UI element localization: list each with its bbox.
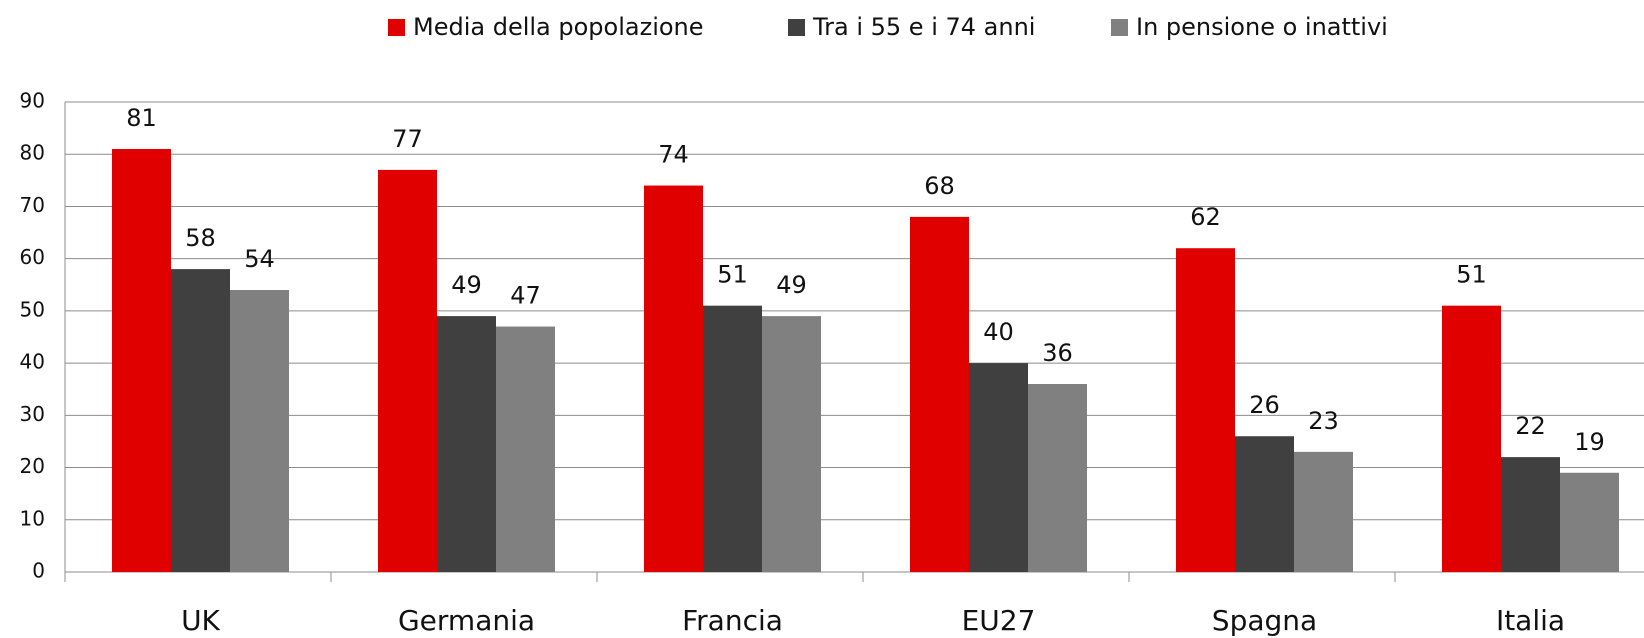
value-label: 40	[983, 318, 1014, 346]
value-label: 81	[126, 104, 157, 132]
bar	[1294, 451, 1353, 572]
y-tick-label: 90	[20, 89, 45, 113]
legend-swatch	[788, 19, 805, 36]
bar	[762, 316, 821, 572]
y-tick-label: 80	[20, 141, 45, 165]
bar	[1501, 457, 1560, 572]
value-label: 68	[924, 172, 955, 200]
legend-swatch	[388, 19, 405, 36]
x-tick-label: Spagna	[1212, 604, 1317, 637]
bar	[437, 316, 496, 572]
value-label: 74	[658, 141, 689, 169]
bar	[171, 269, 230, 572]
legend-label: Media della popolazione	[413, 13, 704, 41]
legend-swatch	[1111, 19, 1128, 36]
value-label: 22	[1515, 412, 1546, 440]
y-tick-label: 30	[20, 402, 45, 426]
bar	[496, 326, 555, 572]
bar	[1560, 472, 1619, 572]
bar	[1028, 384, 1087, 572]
value-label: 49	[776, 271, 807, 299]
value-label: 51	[1456, 261, 1487, 289]
value-label: 77	[392, 125, 423, 153]
legend-label: In pensione o inattivi	[1136, 13, 1388, 41]
bar	[1176, 248, 1235, 572]
y-tick-label: 60	[20, 245, 45, 269]
bar	[1235, 436, 1294, 572]
value-label: 23	[1308, 407, 1339, 435]
x-tick-label: Italia	[1496, 604, 1565, 637]
x-tick-label: UK	[181, 604, 220, 637]
value-label: 26	[1249, 391, 1280, 419]
bar	[969, 363, 1028, 572]
y-tick-label: 10	[20, 506, 45, 530]
y-tick-label: 20	[20, 454, 45, 478]
value-label: 62	[1190, 203, 1221, 231]
bar	[644, 185, 703, 573]
value-label: 54	[244, 245, 275, 273]
legend-label: Tra i 55 e i 74 anni	[812, 13, 1035, 41]
value-label: 49	[451, 271, 482, 299]
value-label: 58	[185, 224, 216, 252]
bar	[378, 169, 437, 572]
y-tick-label: 50	[20, 297, 45, 321]
bar	[112, 149, 171, 572]
bar	[910, 216, 969, 572]
x-tick-label: EU27	[962, 604, 1036, 637]
value-label: 47	[510, 282, 541, 310]
y-tick-label: 0	[32, 559, 45, 583]
bar	[703, 305, 762, 572]
x-tick-label: Francia	[682, 604, 783, 637]
x-tick-label: Germania	[398, 604, 535, 637]
y-tick-label: 40	[20, 350, 45, 374]
value-label: 51	[717, 261, 748, 289]
value-label: 36	[1042, 339, 1073, 367]
y-tick-label: 70	[20, 193, 45, 217]
bar	[1442, 305, 1501, 572]
value-label: 19	[1574, 428, 1605, 456]
bar	[230, 290, 289, 572]
